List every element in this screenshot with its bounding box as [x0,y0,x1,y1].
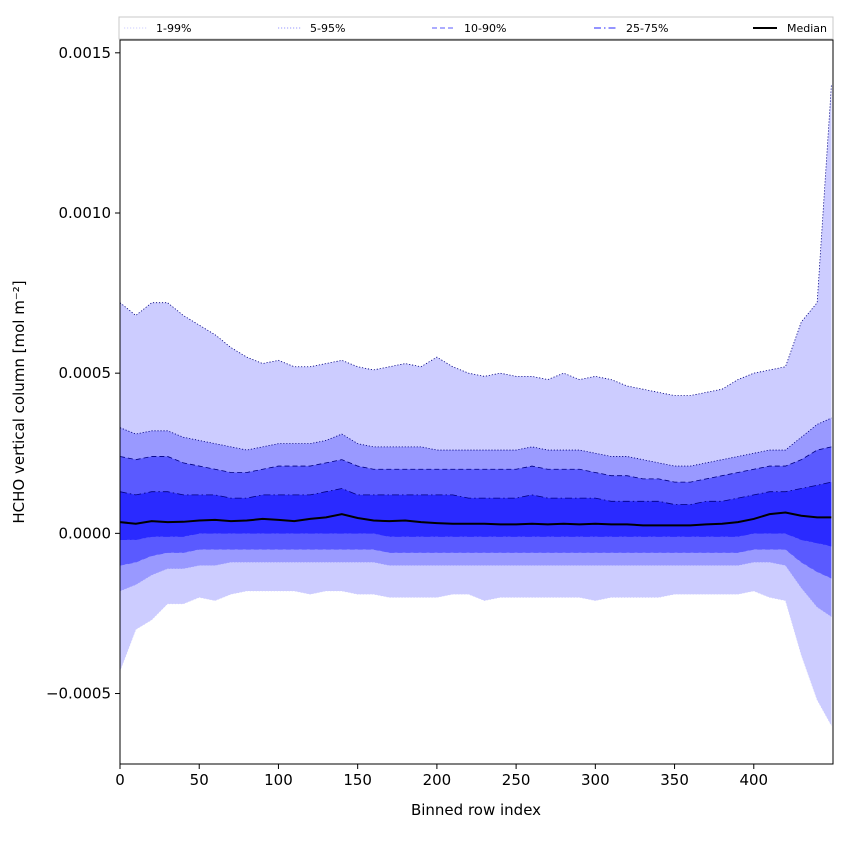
y-tick-label: 0.0015 [59,44,112,62]
series-line-5-95-pct-lower [120,561,832,617]
x-axis-label: Binned row index [411,801,541,819]
series-line-10-90-pct-lower [120,549,832,579]
x-axis: 0 50 100 150 200 250 300 350 400 [115,764,768,789]
y-axis-label: HCHO vertical column [mol m⁻²] [10,280,28,523]
x-tick-label: 300 [581,771,610,789]
x-tick-label: 100 [264,771,293,789]
band-layer [120,84,832,726]
legend-label: Median [787,22,827,35]
x-tick-label: 400 [739,771,768,789]
y-axis: −0.0005 0.0000 0.0005 0.0010 0.0015 [46,44,120,703]
series-line-25-75-pct-lower [120,533,832,547]
legend-item: 1-99% [124,22,191,35]
y-tick-label: 0.0010 [59,204,112,222]
y-tick-label: 0.0000 [59,524,112,542]
band-1-99-pct [120,84,832,726]
band-25-75-pct [120,482,832,547]
legend-label: 10-90% [464,22,506,35]
legend-label: 25-75% [626,22,668,35]
series-line-1-99-pct-upper [120,84,832,396]
legend-label: 1-99% [156,22,191,35]
series-line-10-90-pct-upper [120,446,832,483]
legend-frame [118,16,834,40]
x-tick-label: 350 [660,771,689,789]
y-tick-label: −0.0005 [46,685,111,703]
series-line-5-95-pct-upper [120,417,832,467]
series-line-25-75-pct-upper [120,481,832,505]
legend-item: 25-75% [594,22,668,35]
plot-area [119,39,834,765]
x-tick-label: 150 [343,771,372,789]
legend-item: 10-90% [432,22,506,35]
line-layer [120,84,832,726]
x-tick-label: 250 [502,771,531,789]
series-line-1-99-pct-lower [120,590,832,726]
legend: 1-99% 5-95% 10-90% 25-75% Median [118,16,834,40]
legend-item: 5-95% [278,22,345,35]
plot-frame [119,39,834,765]
x-tick-label: 200 [423,771,452,789]
x-tick-label: 50 [190,771,209,789]
legend-item: Median [753,22,827,35]
x-tick-label: 0 [115,771,125,789]
legend-label: 5-95% [310,22,345,35]
series-line-median [120,511,832,527]
y-tick-label: 0.0005 [59,364,112,382]
